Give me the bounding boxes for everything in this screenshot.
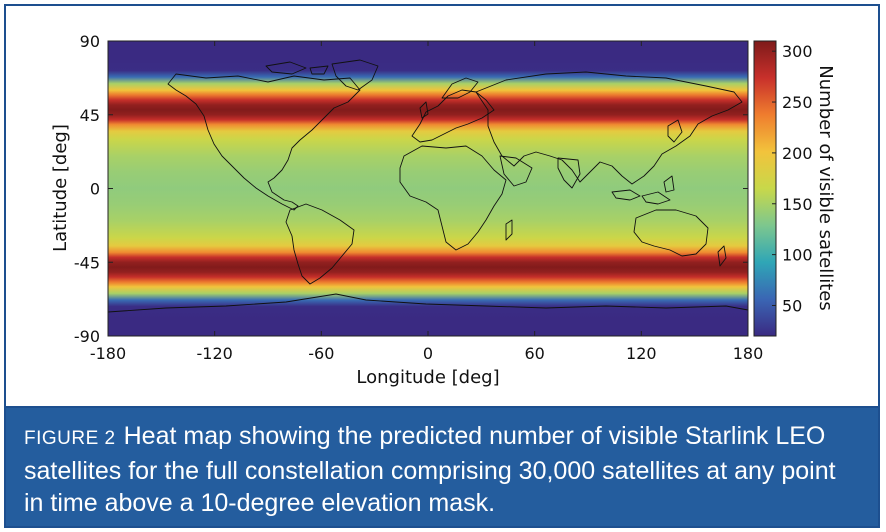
plot-area: -180 -120 -60 0 60 120 180 90 45 0 -45 -90 300 250 2… <box>6 6 878 408</box>
y-tick-label: 0 <box>90 180 100 199</box>
x-tick-label: -60 <box>308 344 334 363</box>
y-tick-label: 45 <box>80 106 100 125</box>
colorbar-tick-label: 150 <box>782 195 813 214</box>
x-tick-label: 120 <box>626 344 657 363</box>
y-axis-label: Latitude [deg] <box>50 124 71 252</box>
heatmap-field <box>108 41 748 336</box>
world-map-outline <box>107 59 749 313</box>
figure-label: FIGURE 2 <box>24 428 116 449</box>
y-tick-label: 90 <box>80 32 100 51</box>
figure-frame: -180 -120 -60 0 60 120 180 90 45 0 -45 -90 300 250 2… <box>4 4 880 528</box>
colorbar <box>753 40 777 337</box>
y-axis: 90 45 0 -45 -90 <box>74 32 748 346</box>
colorbar-tick-label: 100 <box>782 246 813 265</box>
x-tick-label: 60 <box>524 344 544 363</box>
colorbar-tick-label: 250 <box>782 93 813 112</box>
x-tick-label: -180 <box>90 344 126 363</box>
colorbar-tick-label: 50 <box>782 296 802 315</box>
colorbar-axis: 300 250 200 150 100 50 <box>772 42 813 315</box>
heatmap-chart: -180 -120 -60 0 60 120 180 90 45 0 -45 -90 300 250 2… <box>50 32 836 388</box>
figure-caption: FIGURE 2 Heat map showing the predicted n… <box>6 408 878 526</box>
colorbar-tick-label: 300 <box>782 42 813 61</box>
colorbar-label: Number of visible satellites <box>815 65 836 310</box>
x-tick-label: -120 <box>197 344 233 363</box>
x-tick-label: 0 <box>423 344 433 363</box>
x-axis: -180 -120 -60 0 60 120 180 <box>90 41 763 363</box>
x-tick-label: 180 <box>733 344 764 363</box>
colorbar-tick-label: 200 <box>782 144 813 163</box>
y-tick-label: -45 <box>74 253 100 272</box>
y-tick-label: -90 <box>74 327 100 346</box>
x-axis-label: Longitude [deg] <box>356 367 499 388</box>
caption-body: Heat map showing the predicted number of… <box>24 422 836 517</box>
caption-text: FIGURE 2 Heat map showing the predicted n… <box>24 420 860 519</box>
